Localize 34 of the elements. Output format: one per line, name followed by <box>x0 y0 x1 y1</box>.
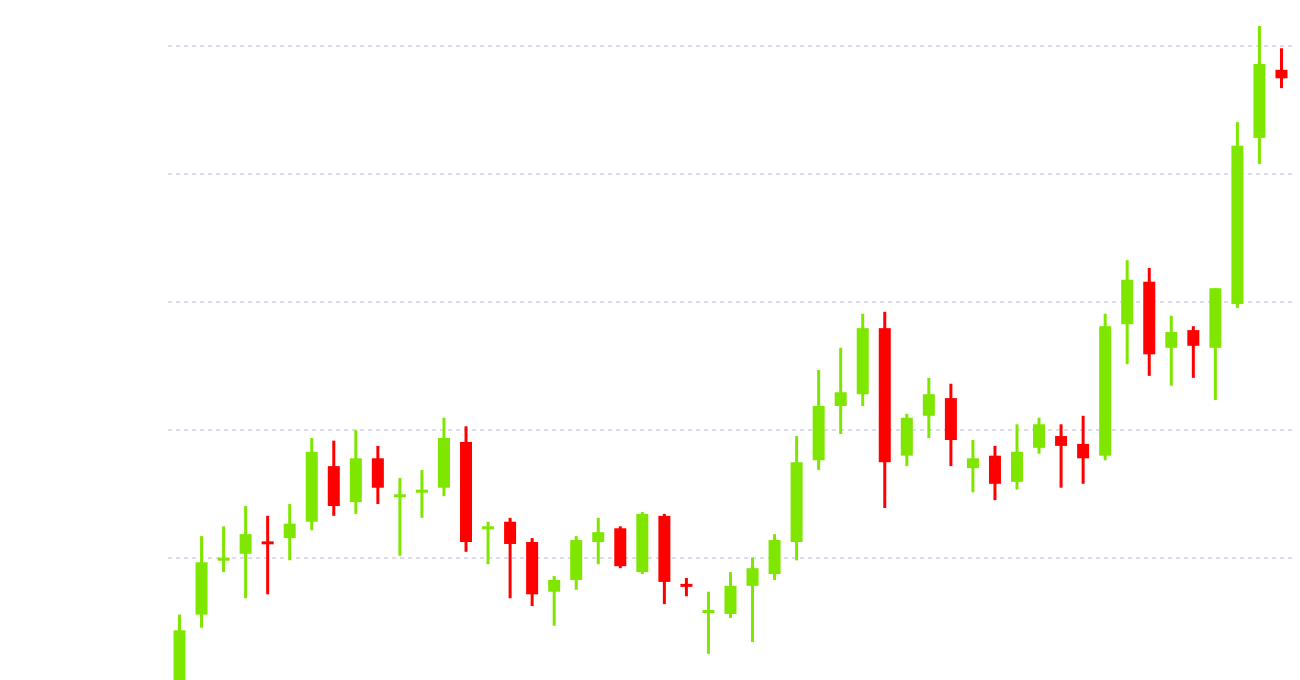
candlestick <box>1033 416 1046 456</box>
candlestick <box>283 502 296 562</box>
candlestick <box>1165 314 1178 388</box>
candlestick <box>393 476 406 558</box>
candlestick <box>327 439 340 518</box>
candlestick <box>834 346 847 436</box>
candlestick <box>548 574 561 628</box>
candlestick <box>746 556 759 644</box>
candlestick <box>614 524 627 570</box>
candlestick <box>239 504 252 600</box>
candlestick <box>261 514 274 596</box>
candlestick <box>1275 46 1288 90</box>
candlestick <box>922 376 935 440</box>
candlestick <box>570 534 583 592</box>
candlestick <box>944 382 957 468</box>
candlestick <box>1011 422 1023 492</box>
candlestick <box>371 444 384 506</box>
candlestick <box>988 444 1001 502</box>
candlestick <box>217 524 230 574</box>
candlestick <box>482 520 495 566</box>
candlestick <box>966 438 979 494</box>
candlestick <box>592 516 605 566</box>
candlestick <box>349 428 362 516</box>
candlestick <box>1055 422 1068 490</box>
candlestick <box>900 412 913 468</box>
candlestick <box>768 532 781 582</box>
candlestick <box>1121 258 1134 366</box>
candlestick <box>415 468 428 520</box>
candlestick <box>724 570 737 620</box>
candlestick <box>680 576 693 598</box>
candlestick <box>702 590 715 656</box>
candlestick <box>1077 414 1090 486</box>
candlestick <box>504 516 517 600</box>
candlestick <box>1187 324 1200 380</box>
